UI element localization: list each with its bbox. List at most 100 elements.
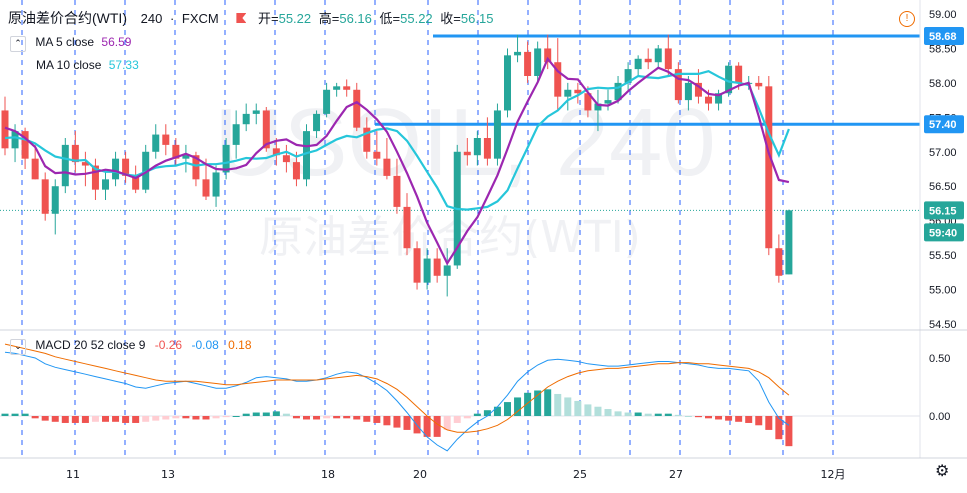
symbol-title[interactable]: 原油差价合约(WTI) xyxy=(8,10,127,26)
candle-body xyxy=(272,148,280,156)
ma10-label: MA 10 close xyxy=(36,58,102,72)
ma10-legend[interactable]: MA 10 close 57.33 xyxy=(36,58,139,72)
time-tick-label: 12月 xyxy=(821,468,846,481)
macd-histogram-bar xyxy=(142,416,150,422)
macd-histogram-bar xyxy=(725,416,733,421)
candle-body xyxy=(162,134,170,145)
macd-histogram-bar xyxy=(272,411,280,416)
candle-body xyxy=(785,210,793,275)
macd-histogram-bar xyxy=(514,397,522,416)
candle-body xyxy=(192,155,200,180)
candle-body xyxy=(132,175,140,190)
collapse-chevron-icon[interactable]: ⌃ xyxy=(10,36,26,52)
macd-histogram-bar xyxy=(765,416,773,430)
macd-histogram-bar xyxy=(1,413,9,416)
candle-body xyxy=(182,155,190,159)
macd-histogram-bar xyxy=(393,416,401,428)
candle-body xyxy=(41,179,49,214)
candle-body xyxy=(433,258,441,276)
macd-histogram-bar xyxy=(282,413,290,416)
candle-body xyxy=(313,113,321,132)
candle-body xyxy=(71,144,79,163)
macd-histogram-bar xyxy=(51,416,59,422)
flag-icon[interactable] xyxy=(236,13,247,23)
ma10-value: 57.33 xyxy=(108,58,139,72)
ma5-legend[interactable]: ⌃ MA 5 close 56.59 xyxy=(10,35,131,52)
candle-body xyxy=(21,131,29,159)
macd-histogram-bar xyxy=(504,402,511,416)
macd-histogram-bar xyxy=(232,416,240,417)
candlesticks xyxy=(1,34,793,297)
candle-body xyxy=(544,48,552,63)
candle-body xyxy=(735,65,743,83)
macd-histogram-bar xyxy=(584,404,592,416)
macd-histogram-bar xyxy=(785,416,793,447)
macd-histogram-bar xyxy=(21,413,29,416)
macd-value-2: -0.08 xyxy=(191,338,219,352)
candle-body xyxy=(1,110,9,149)
candle-body xyxy=(705,96,712,104)
macd-histogram-bar xyxy=(61,416,69,423)
warning-icon[interactable]: ! xyxy=(899,11,915,27)
candle-body xyxy=(152,134,160,152)
candle-body xyxy=(684,82,692,101)
price-marker-bg xyxy=(924,115,964,134)
candle-body xyxy=(383,158,391,176)
interval[interactable]: 240 xyxy=(140,11,163,26)
candle-body xyxy=(242,113,250,125)
macd-pane xyxy=(0,343,920,452)
macd-histogram-bar xyxy=(524,392,532,416)
time-tick-label: 18 xyxy=(321,468,335,481)
price-marker-label: 56.15 xyxy=(929,205,957,217)
macd-histogram-bar xyxy=(81,416,89,423)
price-tick-label: 55.50 xyxy=(929,250,957,262)
macd-histogram-bar xyxy=(463,416,471,419)
macd-histogram-bar xyxy=(705,416,712,419)
macd-histogram-bar xyxy=(242,413,250,416)
macd-histogram-bar xyxy=(313,416,321,420)
time-tick-label: 20 xyxy=(413,468,427,481)
close-value: 56.15 xyxy=(460,11,494,26)
candle-body xyxy=(393,175,401,207)
price-marker-label: 57.40 xyxy=(929,119,957,131)
axes: 59.0058.5058.0057.5057.0056.5056.0055.50… xyxy=(0,0,967,481)
macd-histogram-bar xyxy=(534,390,542,416)
macd-histogram-bar xyxy=(122,416,130,423)
macd-legend[interactable]: ⌄ MACD 20 52 close 9 -0.26 -0.08 0.18 xyxy=(10,338,252,355)
macd-histogram-bar xyxy=(433,416,441,437)
settings-gear-icon[interactable]: ⚙ xyxy=(935,463,950,480)
collapse-chevron-icon[interactable]: ⌄ xyxy=(10,339,26,355)
candle-body xyxy=(61,144,69,187)
macd-histogram-bar xyxy=(544,389,552,416)
chart-header: 原油差价合约(WTI) 240 · FXCM 开=55.22 高=56.16 低… xyxy=(8,8,493,28)
macd-histogram-bar xyxy=(292,416,300,419)
price-tick-label: 54.50 xyxy=(929,319,957,331)
watermark-ticker: USOIL, 240 xyxy=(214,89,716,196)
candle-body xyxy=(694,82,702,97)
macd-histogram-bar xyxy=(102,416,109,422)
candle-body xyxy=(443,265,451,276)
candle-body xyxy=(343,86,351,90)
macd-histogram-bar xyxy=(554,393,562,416)
candle-body xyxy=(624,69,632,83)
horizontal-lines[interactable] xyxy=(375,34,920,126)
candle-body xyxy=(504,55,511,111)
macd-histogram-bar xyxy=(604,409,612,416)
time-tick-label: 11 xyxy=(66,468,80,481)
candle-body xyxy=(483,138,491,159)
low-label: 低= xyxy=(379,11,401,26)
candle-body xyxy=(333,86,341,90)
macd-histogram-bar xyxy=(755,416,763,426)
macd-histogram-bar xyxy=(252,412,260,416)
macd-label: MACD 20 52 close 9 xyxy=(35,338,146,352)
candle-body xyxy=(574,89,582,94)
macd-histogram-bar xyxy=(473,413,481,416)
candle-body xyxy=(31,158,39,180)
time-tick-label: 13 xyxy=(161,468,175,481)
macd-histogram-bar xyxy=(363,416,371,422)
macd-histogram-bar xyxy=(644,413,652,416)
price-marker-label: 59:40 xyxy=(929,227,957,239)
candle-body xyxy=(232,124,240,145)
candle-body xyxy=(282,155,290,163)
